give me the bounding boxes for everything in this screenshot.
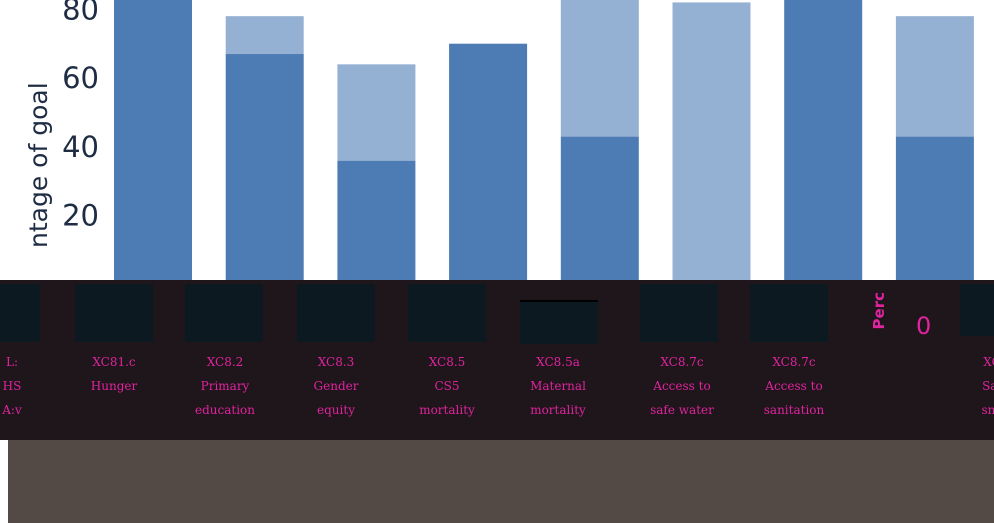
category-label-line: XC8.5 [428,355,466,369]
strip-block [185,284,263,342]
category-label-line: mortality [419,403,475,417]
category-label: XC8.5a Maternal mortality [516,350,600,422]
side-label: Perc [870,292,888,330]
category-label: XC81.c Hunger [72,350,156,398]
category-label-line: equity [317,403,355,417]
y-ticks-group: 80 60 40 20 [62,0,99,233]
y-tick-label: 40 [62,130,99,164]
glitched-label-strip [0,280,994,440]
category-label-line: XC8.5a [536,355,580,369]
side-zero-label: 0 [916,312,932,340]
category-label: XC8.7c Access to sanitation [752,350,836,422]
category-label-line: Primary [200,379,250,393]
category-label-line: Saf [982,379,994,393]
bar-series1-8 [895,136,974,285]
bar-series1-3 [337,160,416,285]
bar-series1-2 [225,54,304,285]
category-label-line: Hunger [90,379,138,393]
bar-series1-4 [449,43,528,285]
category-label-line: Maternal [530,379,586,393]
category-label: XC8.2 Primary education [183,350,267,422]
y-tick-label: 20 [62,199,99,233]
y-tick-label: 60 [62,61,99,95]
category-label: XC8.7c Access to safe water [640,350,724,422]
category-label: XC8.3 Gender equity [294,350,378,422]
bar-series2-5 [560,0,639,137]
category-label: XC8.5 CS5 mortality [405,350,489,422]
bar-series2-6 [672,2,751,285]
category-label-line: safe water [650,403,714,417]
category-label-line: sanitation [763,403,825,417]
category-label: L: HS A:v [0,350,54,422]
y-axis-label: ntage of goal [24,82,53,248]
bar-series2-3 [337,64,416,161]
strip-block [750,284,828,342]
category-label-line: XC8.7c [772,355,816,369]
category-label: XC Saf sno [950,350,994,422]
y-tick-label: 80 [62,0,99,26]
category-label-line: Access to [765,379,823,393]
strip-block [640,284,718,342]
category-label-line: XC8.3 [317,355,355,369]
bar-series1-1 [114,0,192,285]
bar-series1-7 [784,0,863,285]
bar-series1-5 [560,136,639,285]
strip-block [520,300,598,344]
strip-block [75,284,153,342]
category-label-line: L: [5,355,18,369]
category-label-line: HS [2,379,22,393]
category-label-line: A:v [2,403,22,417]
strip-block [297,284,375,342]
strip-block [408,284,486,342]
bar-chart: 80 60 40 20 ntage of goal [24,0,974,285]
category-label-line: XC8.2 [206,355,244,369]
category-label-line: XC [983,355,994,369]
category-label-line: XC8.7c [660,355,704,369]
category-label-line: sno [981,403,994,417]
footer-panel [8,440,994,523]
bars-group [114,0,974,285]
category-label-line: mortality [530,403,586,417]
bar-series2-2 [225,16,304,55]
category-label-line: CS5 [434,379,460,393]
category-label-line: XC81.c [92,355,136,369]
bar-series2-8 [895,16,974,137]
strip-block [960,284,994,336]
category-label-line: Gender [313,379,359,393]
category-label-line: Access to [653,379,711,393]
category-label-line: education [195,403,255,417]
strip-block [0,284,40,342]
